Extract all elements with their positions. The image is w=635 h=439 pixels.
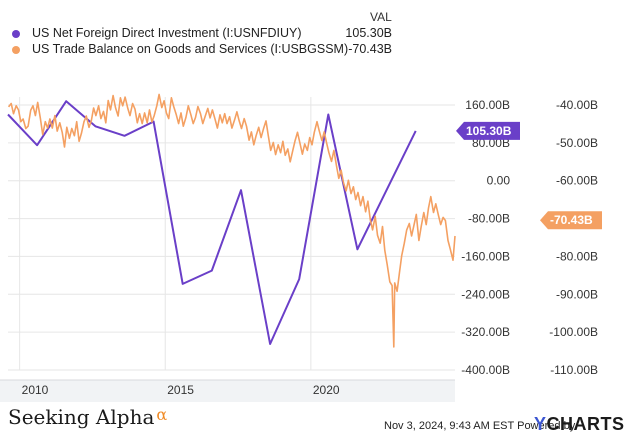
right-axis-tick-label: -80.00B [556, 249, 598, 263]
legend-dot-icon [12, 46, 20, 54]
legend-label: US Trade Balance on Goods and Services (… [32, 42, 349, 56]
right-axis-tick-label: -90.00B [556, 287, 598, 301]
right-axis-tick-label: -110.00B [550, 363, 598, 377]
right-axis-tick-label: -50.00B [556, 136, 598, 150]
x-tick-label: 2020 [313, 383, 340, 397]
fdi-series-line [7, 100, 417, 345]
right-axis-tick-label: -40.00B [556, 98, 598, 112]
x-axis-band [0, 380, 455, 402]
seeking-alpha-logo: Seeking Alpha α [8, 405, 168, 429]
legend-item-trade-balance[interactable]: US Trade Balance on Goods and Services (… [12, 42, 392, 58]
fdi-last-value-flag [456, 121, 520, 140]
right-axis-tick-label: -60.00B [556, 174, 598, 188]
trade-balance-series-line [7, 93, 456, 348]
trade-balance-last-value-flag [540, 211, 602, 230]
legend-value: -70.43B [348, 42, 392, 56]
legend-item-fdi[interactable]: US Net Foreign Direct Investment (I:USNF… [12, 26, 392, 42]
legend-dot-icon [12, 30, 20, 38]
legend-value: 105.30B [345, 26, 392, 40]
legend-value-header: VAL [370, 10, 392, 24]
left-axis-tick-label: -320.00B [461, 325, 510, 339]
ycharts-logo: YCHARTS [534, 414, 625, 434]
left-axis-tick-label: -240.00B [461, 287, 510, 301]
left-axis-tick-label: -80.00B [468, 212, 510, 226]
x-tick-label: 2015 [167, 383, 194, 397]
right-axis-tick-label: -100.00B [549, 325, 598, 339]
left-axis-tick-label: 0.00 [487, 174, 511, 188]
last-value-label: -70.43B [550, 213, 593, 227]
left-axis-tick-label: -400.00B [461, 363, 510, 377]
left-axis-tick-label: -160.00B [461, 249, 510, 263]
footer-timestamp: Nov 3, 2024, 9:43 AM EST Powered by [384, 420, 576, 432]
legend-label: US Net Foreign Direct Investment (I:USNF… [32, 26, 302, 40]
x-tick-label: 2010 [22, 383, 49, 397]
left-axis-tick-label: 160.00B [465, 98, 510, 112]
last-value-label: 105.30B [466, 124, 512, 138]
